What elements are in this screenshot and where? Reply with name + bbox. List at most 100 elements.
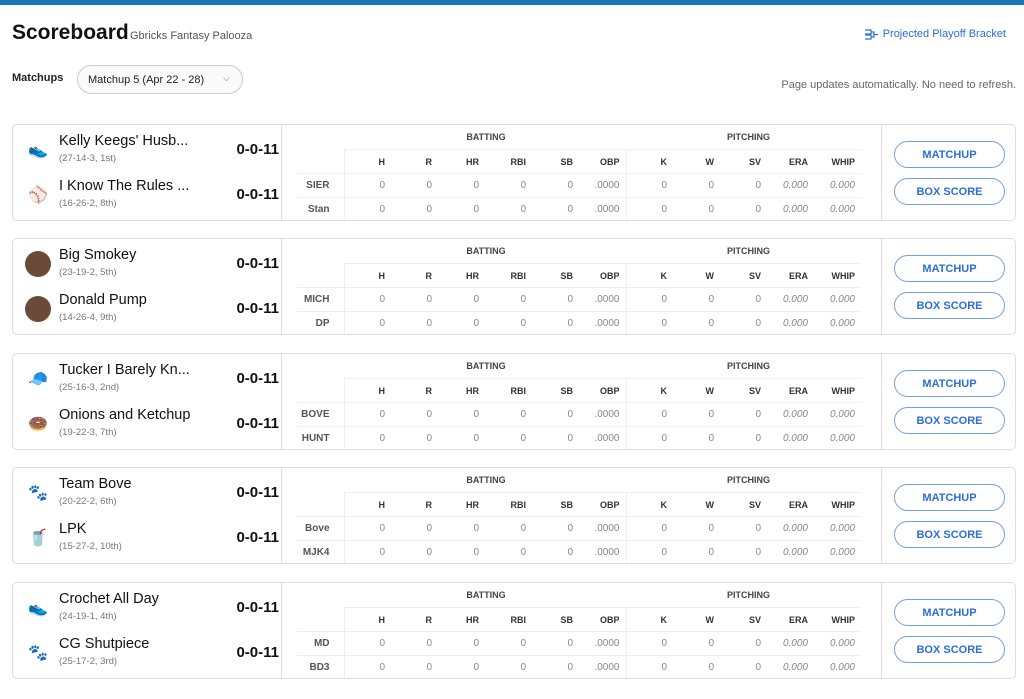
stats-table: H R HR RBI SB OBP K W SV ERA WHIP MICH 0 0 0 0 0.0000 0 0 0… xyxy=(297,263,861,336)
stat-value: 0.000 xyxy=(767,287,814,312)
projected-playoff-bracket-link[interactable]: Projected Playoff Bracket xyxy=(864,28,1006,40)
stat-value: 0 xyxy=(673,173,720,198)
team[interactable]: Big Smokey (23-19-2, 5th) 0-0-11 xyxy=(25,247,279,283)
team-record: (20-22-2, 6th) xyxy=(59,496,117,507)
pitching-header: PITCHING xyxy=(726,475,770,485)
stat-value: 0 xyxy=(391,655,438,680)
blank-header xyxy=(297,149,345,174)
stats-table: H R HR RBI SB OBP K W SV ERA WHIP SIER 0 0 0 0 0.0000 0 0 0… xyxy=(297,149,861,222)
column-header: WHIP xyxy=(814,492,861,517)
team-abbr: Bove xyxy=(297,516,345,541)
team-name[interactable]: Tucker I Barely Kn... xyxy=(59,362,190,378)
mascot-icon: 🐾 xyxy=(28,485,48,502)
box-score-button[interactable]: BOX SCORE xyxy=(894,178,1005,205)
stat-value: 0 xyxy=(532,173,579,198)
team-abbr: BD3 xyxy=(297,655,345,680)
team[interactable]: 🐾 Team Bove (20-22-2, 6th) 0-0-11 xyxy=(25,476,279,512)
stat-value: 0 xyxy=(673,426,720,451)
team-name[interactable]: Team Bove xyxy=(59,476,132,492)
matchup-stats: BATTING PITCHING H R HR RBI SB OBP K W SV ERA WHIP… xyxy=(282,468,882,565)
team[interactable]: 🍩 Onions and Ketchup (19-22-3, 7th) 0-0-… xyxy=(25,407,279,443)
column-header: ERA xyxy=(767,378,814,403)
stat-value: 0 xyxy=(720,311,767,336)
stat-value: 0.000 xyxy=(814,197,861,222)
team-name[interactable]: LPK xyxy=(59,521,87,537)
stat-row: MD 0 0 0 0 0.0000 0 0 0 0.000 0.000 xyxy=(297,631,861,656)
team[interactable]: 👟 Kelly Keegs' Husb... (27-14-3, 1st) 0-… xyxy=(25,133,279,169)
team-name[interactable]: I Know The Rules ... xyxy=(59,178,190,194)
team-record: (23-19-2, 5th) xyxy=(59,267,117,278)
pitching-header: PITCHING xyxy=(726,132,770,142)
column-header: K xyxy=(626,492,673,517)
team[interactable]: 🐾 CG Shutpiece (25-17-2, 3rd) 0-0-11 xyxy=(25,636,279,672)
team-abbr: MICH xyxy=(297,287,345,312)
column-header: K xyxy=(626,607,673,632)
stat-value: 0.000 xyxy=(767,402,814,427)
matchup-button[interactable]: MATCHUP xyxy=(894,484,1005,511)
team-abbr: SIER xyxy=(297,173,345,198)
matchup-card: 👟 Kelly Keegs' Husb... (27-14-3, 1st) 0-… xyxy=(12,124,1016,222)
team[interactable]: 🧢 Tucker I Barely Kn... (25-16-3, 2nd) 0… xyxy=(25,362,279,398)
stat-value: 0 xyxy=(626,287,673,312)
stat-value: 0 xyxy=(391,197,438,222)
stat-value: 0 xyxy=(485,287,532,312)
box-score-button[interactable]: BOX SCORE xyxy=(894,292,1005,319)
baseball-diamond-icon: ⚾ xyxy=(28,187,48,204)
bracket-icon xyxy=(864,28,878,40)
column-header: RBI xyxy=(485,492,532,517)
column-header: WHIP xyxy=(814,378,861,403)
column-header: OBP xyxy=(579,492,627,517)
column-header: SV xyxy=(720,378,767,403)
matchup-teams: 👟 Kelly Keegs' Husb... (27-14-3, 1st) 0-… xyxy=(13,125,282,220)
team-abbr: MD xyxy=(297,631,345,656)
matchups-label: Matchups xyxy=(12,72,64,84)
matchup-button[interactable]: MATCHUP xyxy=(894,255,1005,282)
team-score: 0-0-11 xyxy=(236,370,279,387)
stat-value: 0 xyxy=(720,516,767,541)
team[interactable]: ⚾ I Know The Rules ... (16-26-2, 8th) 0-… xyxy=(25,178,279,214)
stat-value: 0 xyxy=(673,655,720,680)
team-name[interactable]: Big Smokey xyxy=(59,247,137,263)
team-name[interactable]: CG Shutpiece xyxy=(59,636,150,652)
column-header: R xyxy=(391,149,438,174)
cap-icon: 🧢 xyxy=(28,371,48,388)
team-name[interactable]: Kelly Keegs' Husb... xyxy=(59,133,189,149)
team-name[interactable]: Crochet All Day xyxy=(59,591,159,607)
stat-value: 0 xyxy=(391,173,438,198)
stats-table: H R HR RBI SB OBP K W SV ERA WHIP MD 0 0 0 0 0.0000 0 0 0 0.… xyxy=(297,607,861,680)
avatar-photo xyxy=(25,296,51,322)
matchup-button[interactable]: MATCHUP xyxy=(894,141,1005,168)
matchup-button[interactable]: MATCHUP xyxy=(894,370,1005,397)
column-header: K xyxy=(626,149,673,174)
stat-value: 0 xyxy=(532,287,579,312)
team-score: 0-0-11 xyxy=(236,599,279,616)
stat-value: 0 xyxy=(438,287,485,312)
stat-value: 0 xyxy=(720,631,767,656)
team-name[interactable]: Donald Pump xyxy=(59,292,147,308)
batting-header: BATTING xyxy=(466,132,506,142)
team-score: 0-0-11 xyxy=(236,255,279,272)
box-score-button[interactable]: BOX SCORE xyxy=(894,521,1005,548)
matchup-button[interactable]: MATCHUP xyxy=(894,599,1005,626)
column-header: ERA xyxy=(767,492,814,517)
stat-value: 0 xyxy=(532,402,579,427)
stat-value: .0000 xyxy=(579,197,627,222)
box-score-button[interactable]: BOX SCORE xyxy=(894,407,1005,434)
matchup-select[interactable]: Matchup 5 (Apr 22 - 28) ⌵ xyxy=(77,65,243,94)
column-header: OBP xyxy=(579,607,627,632)
box-score-button[interactable]: BOX SCORE xyxy=(894,636,1005,663)
stat-row: Bove 0 0 0 0 0.0000 0 0 0 0.000 0.000 xyxy=(297,516,861,541)
team[interactable]: 👟 Crochet All Day (24-19-1, 4th) 0-0-11 xyxy=(25,591,279,627)
stat-value: 0 xyxy=(673,287,720,312)
team-score: 0-0-11 xyxy=(236,484,279,501)
stat-value: 0 xyxy=(391,516,438,541)
team[interactable]: Donald Pump (14-26-4, 9th) 0-0-11 xyxy=(25,292,279,328)
stat-value: 0 xyxy=(673,631,720,656)
team[interactable]: 🥤 LPK (15-27-2, 10th) 0-0-11 xyxy=(25,521,279,557)
stat-value: 0.000 xyxy=(814,426,861,451)
team-name[interactable]: Onions and Ketchup xyxy=(59,407,191,423)
batting-header: BATTING xyxy=(466,361,506,371)
column-header: RBI xyxy=(485,263,532,288)
matchup-card: 🧢 Tucker I Barely Kn... (25-16-3, 2nd) 0… xyxy=(12,353,1016,451)
matchup-stats: BATTING PITCHING H R HR RBI SB OBP K W SV ERA WHIP… xyxy=(282,239,882,336)
